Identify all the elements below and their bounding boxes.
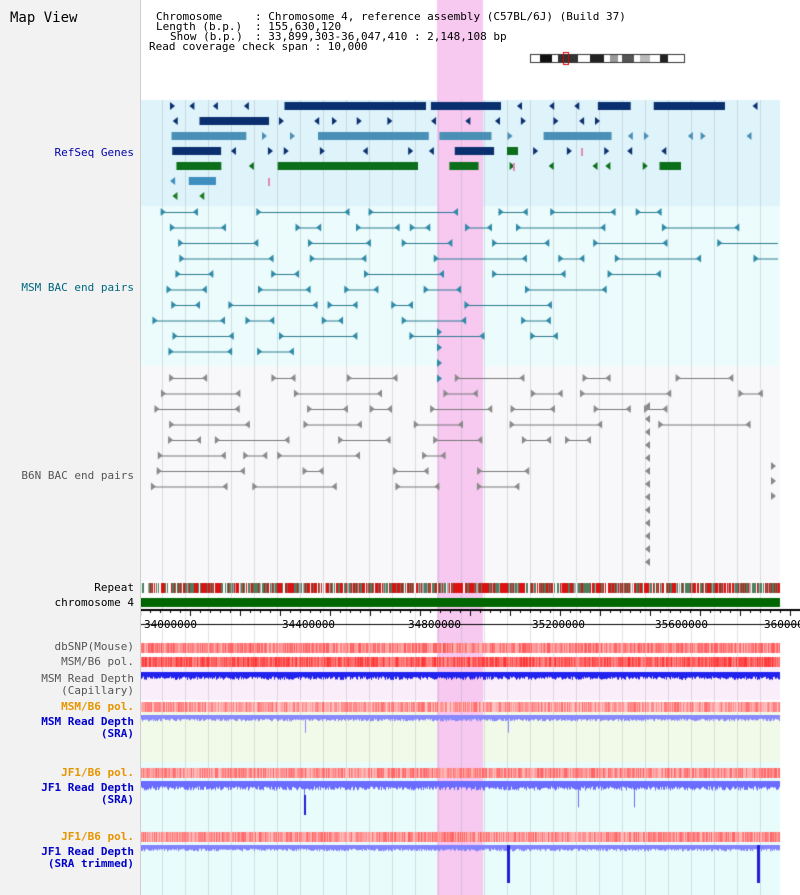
show-value: : 33,899,303-36,047,410 : 2,148,108 bp bbox=[255, 30, 507, 43]
track-label-jf1-b6-pol[interactable]: JF1/B6 pol. bbox=[61, 766, 134, 779]
track-label-msm-read-depth-capillary[interactable]: MSM Read Depth bbox=[41, 672, 134, 685]
track-label-msm-read-depth-sra[interactable]: MSM Read Depth bbox=[41, 715, 134, 728]
track-label-jf1-b6-pol-2[interactable]: JF1/B6 pol. bbox=[61, 830, 134, 843]
page-title: Map View bbox=[10, 10, 78, 26]
length-key: Length (b.p.) bbox=[156, 20, 243, 33]
track-label-refseq[interactable]: RefSeq Genes bbox=[54, 146, 134, 159]
track-label-jf1-sra-sub: (SRA) bbox=[100, 793, 134, 806]
track-label-chromosome: chromosome 4 bbox=[54, 596, 134, 609]
track-label-msm-b6-pol[interactable]: MSM/B6 pol. bbox=[61, 655, 134, 668]
chromosome-key: Chromosome bbox=[156, 10, 223, 23]
axis-tick-label: 34400000 bbox=[282, 618, 335, 631]
track-label-msm-b6-pol-2[interactable]: MSM/B6 pol. bbox=[61, 700, 134, 713]
axis-tick-label: 36000000 bbox=[764, 618, 800, 631]
track-label-jf1-trimmed-sub: (SRA trimmed) bbox=[47, 857, 134, 870]
axis-tick-label: 35200000 bbox=[532, 618, 585, 631]
track-label-panel bbox=[0, 0, 141, 895]
axis-tick-label: 34000000 bbox=[144, 618, 197, 631]
axis-tick-label: 35600000 bbox=[655, 618, 708, 631]
length-value: : 155,630,120 bbox=[255, 20, 342, 33]
chromosome-ideogram[interactable] bbox=[530, 52, 685, 64]
axis-tick-label: 34800000 bbox=[408, 618, 461, 631]
track-label-repeat[interactable]: Repeat bbox=[94, 581, 134, 594]
show-key: Show (b.p.) bbox=[170, 30, 243, 43]
track-label-capillary-sub: (Capillary) bbox=[61, 684, 134, 697]
track-label-jf1-read-depth-sra[interactable]: JF1 Read Depth bbox=[41, 781, 134, 794]
track-label-jf1-read-depth-trimmed[interactable]: JF1 Read Depth bbox=[41, 845, 134, 858]
coverage-span: Read coverage check span : 10,000 bbox=[149, 40, 368, 53]
track-label-msm-bac[interactable]: MSM BAC end pairs bbox=[21, 281, 134, 294]
chromosome-value: : Chromosome 4, reference assembly (C57B… bbox=[255, 10, 626, 23]
track-label-msm-sra-sub: (SRA) bbox=[100, 727, 134, 740]
track-label-b6n-bac[interactable]: B6N BAC end pairs bbox=[21, 469, 134, 482]
track-label-dbsnp[interactable]: dbSNP(Mouse) bbox=[54, 640, 134, 653]
